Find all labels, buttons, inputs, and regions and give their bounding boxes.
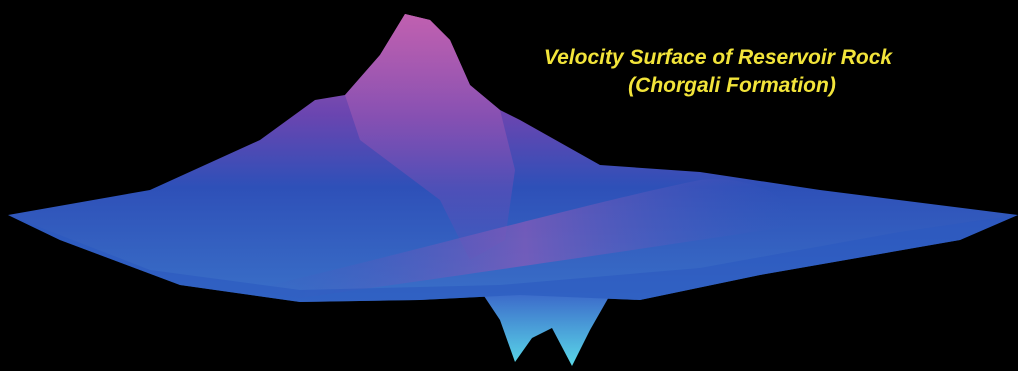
peak bbox=[345, 14, 515, 260]
title-line-2: (Chorgali Formation) bbox=[628, 74, 836, 97]
title-line-1: Velocity Surface of Reservoir Rock bbox=[544, 46, 894, 69]
trough bbox=[480, 290, 610, 366]
ridge bbox=[250, 179, 800, 298]
sheet-edge bbox=[8, 215, 1018, 302]
